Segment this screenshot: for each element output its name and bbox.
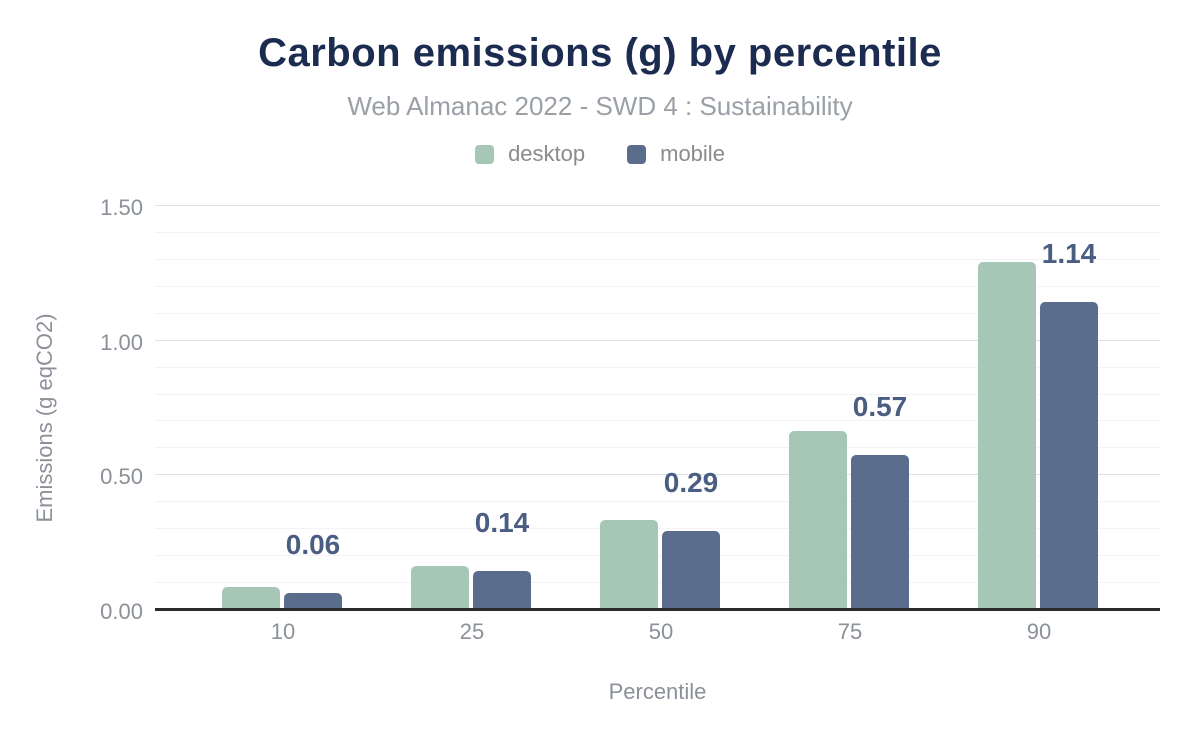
gridline-major-1.50 bbox=[155, 205, 1160, 206]
chart-title: Carbon emissions (g) by percentile bbox=[258, 31, 942, 75]
legend-item-mobile[interactable]: mobile bbox=[627, 141, 725, 167]
chart-subtitle: Web Almanac 2022 - SWD 4 : Sustainabilit… bbox=[347, 91, 853, 121]
bar-mobile-p25[interactable] bbox=[473, 571, 531, 609]
y-tick-1.00: 1.00 bbox=[100, 330, 143, 355]
legend-item-desktop[interactable]: desktop bbox=[475, 141, 585, 167]
gridline-minor-1.20 bbox=[155, 286, 1160, 287]
gridline-minor-1.30 bbox=[155, 259, 1160, 260]
bar-desktop-p25[interactable] bbox=[411, 566, 469, 609]
gridline-minor-0.80 bbox=[155, 394, 1160, 395]
bar-mobile-p10[interactable] bbox=[284, 593, 342, 609]
gridline-minor-0.90 bbox=[155, 367, 1160, 368]
bar-mobile-p50[interactable] bbox=[662, 531, 720, 609]
legend-label-desktop: desktop bbox=[508, 141, 586, 166]
y-tick-0.00: 0.00 bbox=[100, 599, 143, 624]
value-label-p25: 0.14 bbox=[474, 507, 530, 538]
bar-desktop-p75[interactable] bbox=[789, 431, 847, 609]
x-axis-line bbox=[155, 608, 1160, 611]
x-axis-title: Percentile bbox=[608, 679, 707, 704]
x-tick-90: 90 bbox=[1026, 619, 1052, 644]
legend-label-mobile: mobile bbox=[660, 141, 725, 166]
gridline-minor-0.40 bbox=[155, 501, 1160, 502]
value-label-p10: 0.06 bbox=[285, 529, 341, 560]
legend: desktop mobile bbox=[0, 141, 1200, 167]
x-tick-50: 50 bbox=[648, 619, 674, 644]
gridline-minor-1.10 bbox=[155, 313, 1160, 314]
bar-desktop-p50[interactable] bbox=[600, 520, 658, 609]
value-label-p90: 1.14 bbox=[1041, 238, 1097, 269]
value-label-p75: 0.57 bbox=[852, 391, 908, 422]
y-axis-title: Emissions (g eqCO2) bbox=[32, 313, 57, 523]
gridline-minor-0.70 bbox=[155, 420, 1160, 421]
x-tick-75: 75 bbox=[837, 619, 863, 644]
bar-mobile-p90[interactable] bbox=[1040, 302, 1098, 609]
value-label-p50: 0.29 bbox=[663, 467, 719, 498]
bar-desktop-p90[interactable] bbox=[978, 262, 1036, 609]
legend-swatch-desktop-icon bbox=[475, 144, 495, 164]
gridline-major-1.00 bbox=[155, 340, 1160, 341]
gridline-minor-0.60 bbox=[155, 447, 1160, 448]
bar-desktop-p10[interactable] bbox=[222, 587, 280, 609]
x-tick-25: 25 bbox=[459, 619, 485, 644]
gridline-major-0.50 bbox=[155, 474, 1160, 475]
gridline-minor-1.40 bbox=[155, 232, 1160, 233]
x-tick-10: 10 bbox=[270, 619, 296, 644]
y-tick-0.50: 0.50 bbox=[100, 464, 143, 489]
bar-mobile-p75[interactable] bbox=[851, 455, 909, 609]
y-tick-1.50: 1.50 bbox=[100, 195, 143, 220]
legend-swatch-mobile-icon bbox=[627, 144, 647, 164]
